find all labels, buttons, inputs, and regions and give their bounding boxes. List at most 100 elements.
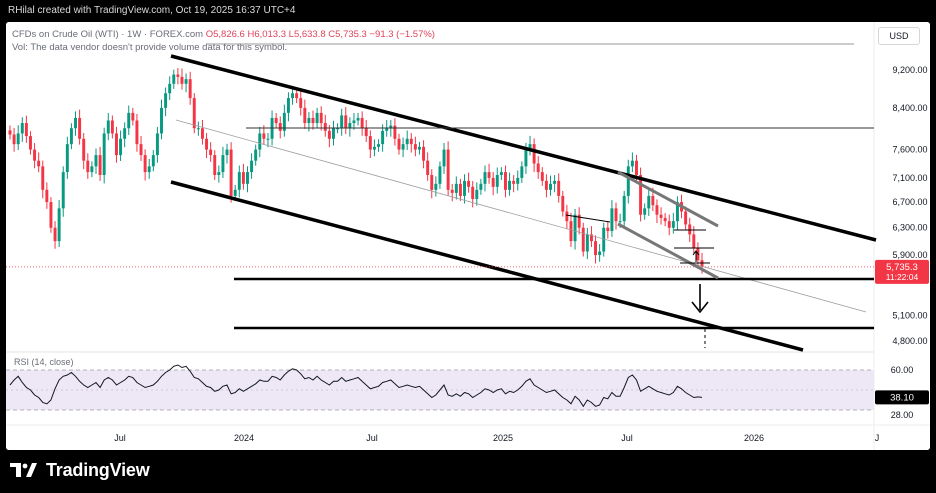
- candle-body: [393, 125, 397, 139]
- candle-body: [651, 195, 655, 206]
- candle-body: [483, 172, 487, 184]
- rsi-tick-60: 60.00: [891, 365, 914, 375]
- candle-body: [610, 208, 614, 232]
- candle-body: [344, 115, 348, 129]
- candle-body: [626, 166, 630, 196]
- candle-body: [438, 166, 442, 184]
- candle-body: [585, 234, 589, 252]
- candle-body: [94, 155, 98, 167]
- short-trendline: [565, 214, 611, 223]
- price-tick-label: 7,100.00: [892, 173, 927, 183]
- candle-body: [295, 93, 299, 99]
- candle-body: [282, 112, 286, 131]
- candle-body: [622, 195, 626, 222]
- candle-body: [262, 133, 266, 139]
- candle-body: [45, 189, 49, 203]
- candle-body: [241, 172, 245, 184]
- candle-body: [356, 117, 360, 121]
- candle-body: [536, 163, 540, 173]
- candle-body: [78, 117, 82, 139]
- candle-body: [471, 186, 475, 199]
- candle-body: [372, 146, 376, 150]
- candle-body: [323, 123, 327, 131]
- candle-body: [151, 155, 155, 167]
- candle-body: [364, 128, 368, 137]
- candle-body: [209, 149, 213, 156]
- candle-body: [90, 166, 94, 173]
- price-tick-label: 6,300.00: [892, 223, 927, 233]
- candle-body: [16, 133, 20, 145]
- candle-body: [532, 144, 536, 164]
- candle-body: [196, 128, 200, 130]
- rsi-value-badge: [875, 390, 929, 405]
- candle-body: [274, 117, 278, 124]
- candle-body: [41, 166, 45, 190]
- symbol-legend: CFDs on Crude Oil (WTI) · 1W · FOREX.com…: [12, 29, 435, 40]
- candle-body: [426, 160, 430, 176]
- price-tick-label: 5,900.00: [892, 250, 927, 260]
- candle-body: [561, 195, 565, 212]
- candle-body: [12, 134, 16, 145]
- time-tick-label: Jul: [114, 433, 126, 443]
- candle-body: [553, 180, 557, 184]
- candle-body: [250, 160, 254, 173]
- current-price-badge-value: 5,735.3: [886, 262, 918, 273]
- candle-body: [119, 138, 123, 156]
- tradingview-logo-icon: [10, 463, 37, 477]
- symbol-name: CFDs on Crude Oil (WTI) · 1W · FOREX.com: [12, 29, 204, 40]
- candle-body: [49, 202, 53, 228]
- legend-open: O5,826.6: [205, 29, 245, 40]
- candle-body: [663, 217, 667, 222]
- price-tick-label: 6,700.00: [892, 197, 927, 207]
- candle-body: [417, 146, 421, 150]
- candle-body: [131, 112, 135, 121]
- candle-body: [168, 83, 172, 94]
- candle-body: [106, 120, 110, 134]
- candle-body: [319, 112, 323, 124]
- candle-body: [606, 227, 610, 232]
- chart-area[interactable]: 9,200.00 8,400.00 7,600.00 7,100.00 6,700.00…: [6, 22, 930, 450]
- currency-button[interactable]: USD: [878, 27, 920, 45]
- candle-countdown: 11:22:04: [886, 272, 919, 282]
- candle-body: [172, 74, 176, 84]
- candle-body: [475, 189, 479, 199]
- rsi-value-badge-text: 38.10: [890, 392, 914, 403]
- candle-body: [315, 112, 319, 124]
- chart-canvas[interactable]: 9,200.00 8,400.00 7,600.00 7,100.00 6,700.00…: [6, 22, 930, 450]
- candle-body: [630, 160, 634, 167]
- candle-body: [176, 74, 180, 77]
- candle-body: [180, 76, 184, 84]
- candle-body: [258, 133, 262, 150]
- candle-body: [422, 146, 426, 161]
- candle-body: [291, 93, 295, 99]
- rsi-tick-28: 28.00: [891, 410, 914, 420]
- candle-body: [618, 221, 622, 223]
- tradingview-wordmark: TradingView: [46, 459, 150, 480]
- candle-body: [188, 79, 192, 99]
- candle-body: [221, 155, 225, 173]
- candle-body: [540, 172, 544, 181]
- candle-body: [65, 144, 69, 173]
- candle-body: [516, 177, 520, 184]
- candle-body: [327, 130, 331, 139]
- legend-low: L5,633.8: [288, 29, 326, 40]
- candle-body: [28, 136, 32, 150]
- candle-body: [635, 160, 638, 176]
- candle-body: [524, 149, 528, 167]
- price-tick-label: 9,200.00: [892, 65, 927, 75]
- candle-body: [37, 160, 41, 167]
- candle-body: [528, 144, 532, 150]
- candle-body: [413, 144, 417, 150]
- time-tick-label: 2026: [744, 433, 764, 443]
- candle-body: [397, 138, 401, 150]
- price-tick-label: 4,800.00: [892, 336, 927, 346]
- candle-body: [434, 183, 438, 190]
- candle-body: [229, 149, 233, 196]
- rsi-label: RSI (14, close): [14, 357, 74, 367]
- candle-body: [360, 117, 364, 129]
- candle-body: [114, 133, 118, 156]
- candle-body: [467, 180, 471, 187]
- candle-body: [233, 189, 237, 196]
- candle-body: [213, 155, 217, 176]
